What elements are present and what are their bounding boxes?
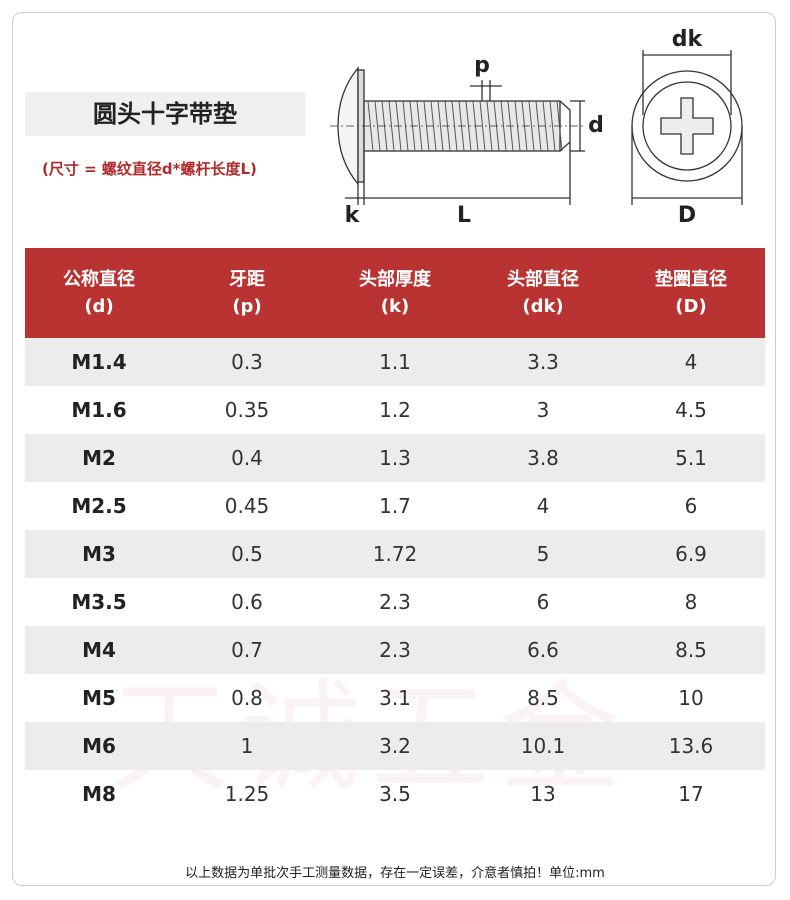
table-cell: 0.45 xyxy=(224,494,270,518)
table-cell: 1.25 xyxy=(224,782,270,806)
table-row: M2 0.4 1.3 3.8 5.1 xyxy=(25,434,765,482)
table-cell: 0.4 xyxy=(231,446,263,470)
header-text: 牙距 xyxy=(229,269,265,290)
table-cell: 3 xyxy=(536,398,550,422)
table-cell: 5 xyxy=(536,542,550,566)
header-text: (D) xyxy=(675,296,707,317)
label-D: D xyxy=(678,203,696,228)
table-cell: 3.1 xyxy=(379,686,411,710)
table-row: M8 1.25 3.5 13 17 xyxy=(25,770,765,818)
header-cell: 牙距 (p) xyxy=(173,248,321,338)
table-cell: 2.3 xyxy=(379,638,411,662)
table-cell: 2.3 xyxy=(379,590,411,614)
label-dk: dk xyxy=(672,27,704,52)
header-text: (p) xyxy=(232,296,262,317)
table-cell: M1.6 xyxy=(71,398,127,422)
header-text: 头部厚度 xyxy=(359,269,431,290)
label-d: d xyxy=(588,113,604,138)
table-cell: 0.6 xyxy=(231,590,263,614)
header-cell: 公称直径 (d) xyxy=(25,248,173,338)
table-cell: M3.5 xyxy=(71,590,127,614)
title: 圆头十字带垫 xyxy=(25,92,305,136)
table-cell: 0.7 xyxy=(231,638,263,662)
card xyxy=(12,12,776,886)
table-cell: M1.4 xyxy=(71,350,127,374)
table-cell: 17 xyxy=(678,782,704,806)
table-cell: 6.6 xyxy=(527,638,559,662)
table-row: M5 0.8 3.1 8.5 10 xyxy=(25,674,765,722)
table-cell: 1 xyxy=(240,734,254,758)
table-cell: 8.5 xyxy=(527,686,559,710)
table-row: M6 1 3.2 10.1 13.6 xyxy=(25,722,765,770)
table-cell: M4 xyxy=(82,638,116,662)
footer: 以上数据为单批次手工测量数据，存在一定误差，介意者慎拍！单位:mm xyxy=(185,866,605,881)
label-p: p xyxy=(474,53,490,78)
table-cell: 6 xyxy=(684,494,698,518)
header-text: (k) xyxy=(380,296,410,317)
table-cell: 1.7 xyxy=(379,494,411,518)
diagram: p d k L dk D xyxy=(330,27,743,228)
table-cell: M2 xyxy=(82,446,116,470)
table-cell: 0.8 xyxy=(231,686,263,710)
table-row: M1.6 0.35 1.2 3 4.5 xyxy=(25,386,765,434)
header-text: 头部直径 xyxy=(507,269,579,290)
table: 公称直径 (d) 牙距 (p) 头部厚度 (k) 头部直径 (dk) 垫圈直径 (D) M1.4 0.… xyxy=(25,248,765,818)
table-body: M1.4 0.3 1.1 3.3 4 M1.6 0.35 1.2 3 4.5 M2 0.4 1.3 3.8… xyxy=(25,338,765,818)
table-cell: 10.1 xyxy=(520,734,566,758)
table-cell: 0.3 xyxy=(231,350,263,374)
table-cell: M5 xyxy=(82,686,116,710)
table-cell: M6 xyxy=(82,734,116,758)
table-cell: 1.3 xyxy=(379,446,411,470)
table-cell: 13 xyxy=(530,782,556,806)
header-text: 垫圈直径 xyxy=(655,269,727,290)
header-text: 公称直径 xyxy=(63,269,135,290)
table-cell: 6.9 xyxy=(675,542,707,566)
header-cell: 垫圈直径 (D) xyxy=(617,248,765,338)
table-row: M3 0.5 1.72 5 6.9 xyxy=(25,530,765,578)
table-cell: 3.8 xyxy=(527,446,559,470)
table-cell: 8.5 xyxy=(675,638,707,662)
table-cell: 5.1 xyxy=(675,446,707,470)
table-cell: 1.72 xyxy=(372,542,418,566)
table-cell: 1.1 xyxy=(379,350,411,374)
header-cell: 头部厚度 (k) xyxy=(321,248,469,338)
label-k: k xyxy=(345,203,361,228)
table-row: M2.5 0.45 1.7 4 6 xyxy=(25,482,765,530)
table-cell: 3.3 xyxy=(527,350,559,374)
subtitle: (尺寸 = 螺纹直径d*螺杆长度L) xyxy=(42,160,257,178)
table-cell: 4 xyxy=(536,494,550,518)
table-cell: 3.5 xyxy=(379,782,411,806)
table-cell: 0.5 xyxy=(231,542,263,566)
label-L: L xyxy=(457,203,471,228)
header-text: (d) xyxy=(84,296,114,317)
table-row: M3.5 0.6 2.3 6 8 xyxy=(25,578,765,626)
table-cell: 4 xyxy=(684,350,698,374)
table-cell: 0.35 xyxy=(224,398,270,422)
table-row: M4 0.7 2.3 6.6 8.5 xyxy=(25,626,765,674)
table-row: M1.4 0.3 1.1 3.3 4 xyxy=(25,338,765,386)
header-text: (dk) xyxy=(522,296,564,317)
table-cell: M2.5 xyxy=(71,494,127,518)
table-cell: 10 xyxy=(678,686,704,710)
header-row: 公称直径 (d) 牙距 (p) 头部厚度 (k) 头部直径 (dk) 垫圈直径 (D) xyxy=(25,248,765,338)
table-cell: 6 xyxy=(536,590,550,614)
table-cell: 8 xyxy=(684,590,698,614)
table-cell: 3.2 xyxy=(379,734,411,758)
table-cell: M8 xyxy=(82,782,116,806)
table-cell: 13.6 xyxy=(668,734,714,758)
table-cell: 1.2 xyxy=(379,398,411,422)
table-cell: M3 xyxy=(82,542,116,566)
header-cell: 头部直径 (dk) xyxy=(469,248,617,338)
table-cell: 4.5 xyxy=(675,398,707,422)
